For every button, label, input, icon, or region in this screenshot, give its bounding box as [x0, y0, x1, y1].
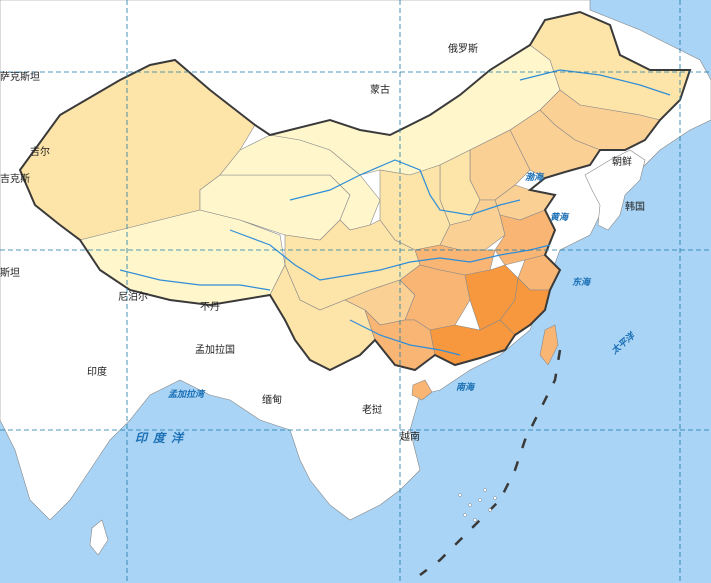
label-bohai: 渤海 [525, 172, 545, 183]
yangtze-river [229, 229, 551, 281]
label-kyrgyzstan: 吉尔 [30, 145, 50, 158]
label-bhutan: 不丹 [200, 301, 220, 313]
province-hainan[interactable] [411, 379, 433, 401]
label-kazakhstan: 萨克斯坦 [0, 70, 40, 83]
label-bangladesh: 孟加拉国 [195, 343, 235, 356]
landmass-korea [584, 149, 646, 231]
amur-river [519, 69, 671, 96]
pearl-river [349, 319, 461, 356]
label-tajikistan: 吉克斯 [0, 172, 30, 185]
landmass-sri-lanka [89, 519, 109, 556]
south-china-sea-islands [458, 488, 497, 522]
label-yellow-sea: 黄海 [550, 212, 570, 223]
nine-dash-line [419, 349, 562, 576]
label-north-korea: 朝鲜 [612, 155, 632, 168]
label-east-china-sea: 东海 [572, 277, 592, 288]
yellow-river [289, 159, 521, 216]
label-pakistan: 斯坦 [0, 266, 20, 279]
label-bay-of-bengal: 孟加拉湾 [168, 389, 206, 400]
label-india: 印度 [87, 365, 107, 378]
brahmaputra-river [119, 269, 271, 291]
label-south-korea: 韩国 [625, 200, 645, 213]
label-vietnam: 越南 [400, 430, 420, 443]
label-laos: 老挝 [362, 403, 382, 416]
province-taiwan[interactable] [539, 324, 559, 366]
national-border [18, 10, 692, 372]
label-mongolia: 蒙古 [370, 83, 390, 96]
label-south-china-sea: 南海 [456, 382, 476, 393]
label-indian-ocean: 印度洋 [135, 431, 189, 445]
label-nepal: 尼泊尔 [118, 290, 148, 303]
label-russia: 俄罗斯 [448, 42, 478, 55]
label-myanmar: 缅甸 [262, 393, 282, 406]
